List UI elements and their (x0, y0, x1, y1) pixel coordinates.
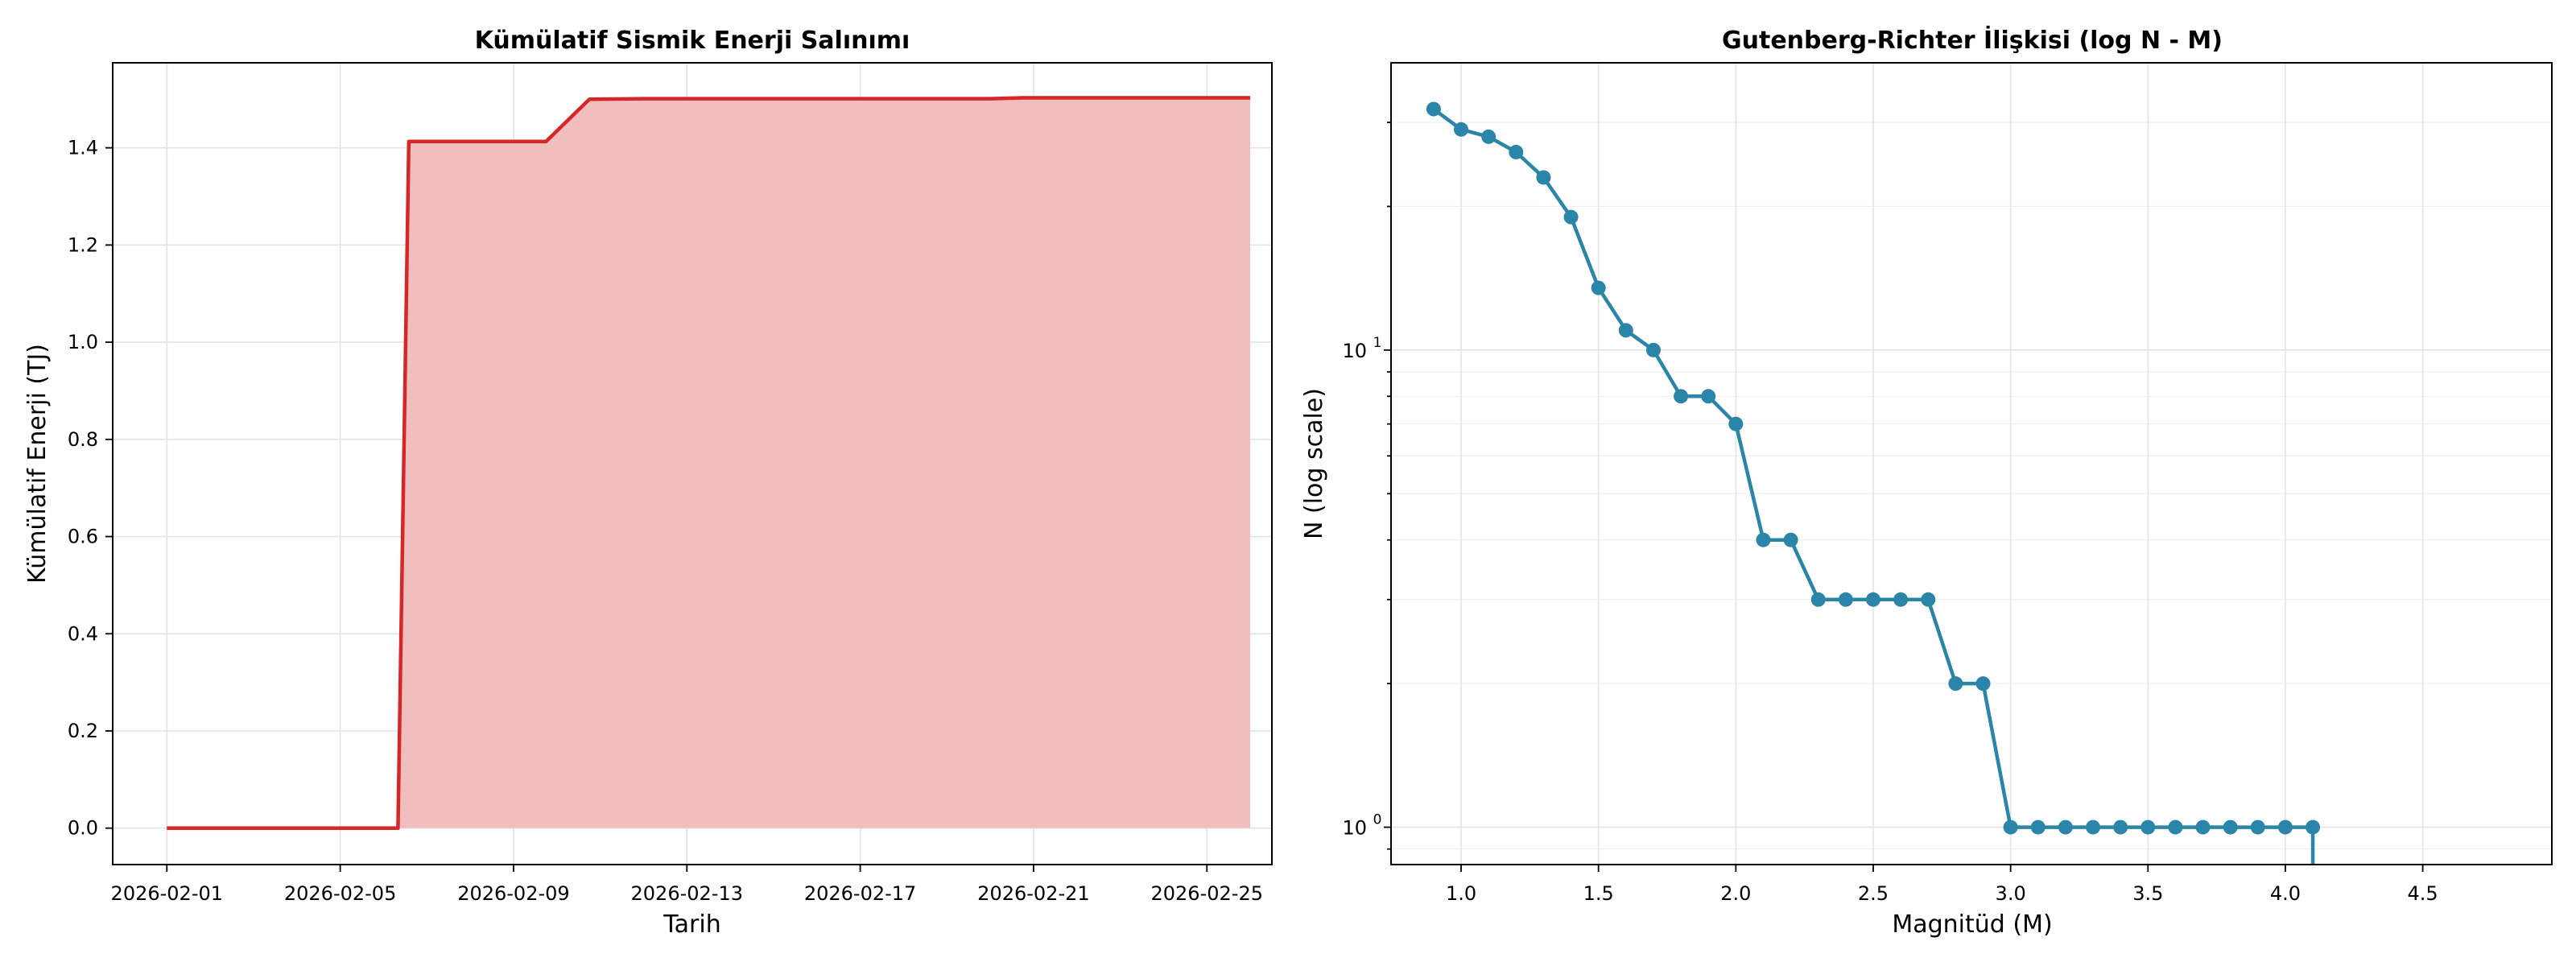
chart2-y-ticks: 10 0 10 1 (1342, 122, 1391, 850)
chart2-data-point (1426, 101, 1441, 117)
chart1-ytick-label: 0.2 (68, 720, 98, 742)
chart2-xtick-label: 1.0 (1446, 882, 1476, 905)
chart2-data-point (1509, 144, 1524, 159)
chart1-ytick-label: 1.2 (68, 233, 98, 256)
chart1-xtick-label: 2026-02-09 (457, 882, 569, 905)
chart2-plot-area (1426, 101, 2321, 865)
chart1-xtick-label: 2026-02-01 (111, 882, 223, 905)
chart2-xtick-label: 4.5 (2408, 882, 2438, 905)
chart2-xlabel: Magnitüd (M) (1892, 910, 2052, 939)
chart2-ytick-label: 10 (1342, 817, 1367, 840)
chart2-data-point (2277, 819, 2293, 835)
chart2-grid (1391, 63, 2552, 865)
chart2-data-point (1975, 676, 1991, 691)
chart2-data-point (2113, 819, 2128, 835)
chart2-data-point (1810, 592, 1826, 607)
chart2-data-point (1674, 389, 1689, 404)
chart2-data-point (1893, 592, 1909, 607)
chart1-y-ticks: 0.0 0.2 0.4 0.6 0.8 1.0 1.2 1.4 (68, 137, 113, 840)
chart2-data-point (2030, 819, 2046, 835)
chart1-plot-area (167, 96, 1251, 830)
chart2-data-point (2086, 819, 2101, 835)
chart1-ytick-label: 0.0 (68, 817, 98, 840)
chart1-ytick-label: 0.6 (68, 526, 98, 548)
chart2-data-point (1783, 532, 1798, 547)
chart2-data-point (2003, 819, 2018, 835)
chart2-xtick-label: 2.5 (1858, 882, 1889, 905)
chart2-xtick-label: 2.0 (1720, 882, 1751, 905)
chart1-ylabel: Kümülatif Enerji (TJ) (23, 344, 52, 584)
chart2-data-point (1591, 280, 1606, 295)
chart2-data-point (1756, 532, 1771, 547)
chart-cumulative-energy: Kümülatif Sismik Enerji Salınımı 2026-02… (23, 27, 1273, 939)
chart2-data-point (1454, 122, 1469, 137)
chart2-data-point (1948, 676, 1963, 691)
chart2-data-point (2140, 819, 2156, 835)
chart2-ytick-exponent: 1 (1373, 335, 1382, 351)
chart2-data-point (1838, 592, 1853, 607)
chart2-frame (1390, 62, 2553, 865)
chart1-area-fill (167, 97, 1251, 828)
chart1-ytick-label: 0.4 (68, 622, 98, 645)
chart2-data-point (1645, 342, 1661, 357)
chart2-data-point (2250, 819, 2265, 835)
chart2-data-point (1728, 416, 1744, 431)
chart2-data-point (1865, 592, 1880, 607)
chart1-xtick-label: 2026-02-05 (284, 882, 396, 905)
chart2-x-ticks: 1.0 1.5 2.0 2.5 3.0 3.5 4.0 4.5 (1446, 865, 2438, 905)
chart2-data-point (2195, 819, 2211, 835)
chart1-xtick-label: 2026-02-25 (1151, 882, 1263, 905)
chart1-title: Kümülatif Sismik Enerji Salınımı (475, 27, 910, 55)
chart1-x-ticks: 2026-02-01 2026-02-05 2026-02-09 2026-02-13… (111, 865, 1263, 905)
chart2-xtick-label: 1.5 (1583, 882, 1614, 905)
chart2-data-point (2306, 819, 2321, 835)
chart2-xtick-label: 3.5 (2132, 882, 2163, 905)
chart2-xtick-label: 4.0 (2270, 882, 2301, 905)
chart2-data-point (1563, 209, 1579, 225)
chart-gutenberg-richter: Gutenberg-Richter İlişkisi (log N - M) 1… (1300, 26, 2553, 939)
chart2-data-point (2058, 819, 2073, 835)
chart2-data-point (2223, 819, 2238, 835)
chart2-data-point (1701, 389, 1716, 404)
chart2-xtick-label: 3.0 (1996, 882, 2026, 905)
chart2-data-point (1618, 323, 1633, 338)
chart2-ytick-label: 10 (1342, 340, 1367, 362)
chart2-title: Gutenberg-Richter İlişkisi (log N - M) (1722, 26, 2223, 55)
chart1-ytick-label: 1.0 (68, 331, 98, 353)
chart1-frame (112, 62, 1273, 865)
chart1-series-line (167, 96, 1251, 830)
chart1-ytick-label: 0.8 (68, 428, 98, 451)
chart1-xtick-label: 2026-02-13 (631, 882, 743, 905)
chart2-ylabel: N (log scale) (1300, 388, 1328, 539)
chart1-xtick-label: 2026-02-17 (804, 882, 916, 905)
chart2-data-point (2168, 819, 2183, 835)
chart2-data-point (1536, 170, 1551, 185)
chart1-xlabel: Tarih (663, 910, 720, 939)
chart1-ytick-label: 1.4 (68, 137, 98, 159)
chart2-data-point (1921, 592, 1936, 607)
chart2-data-point (1481, 129, 1496, 144)
chart1-xtick-label: 2026-02-21 (977, 882, 1089, 905)
chart2-ytick-exponent: 0 (1373, 812, 1382, 828)
